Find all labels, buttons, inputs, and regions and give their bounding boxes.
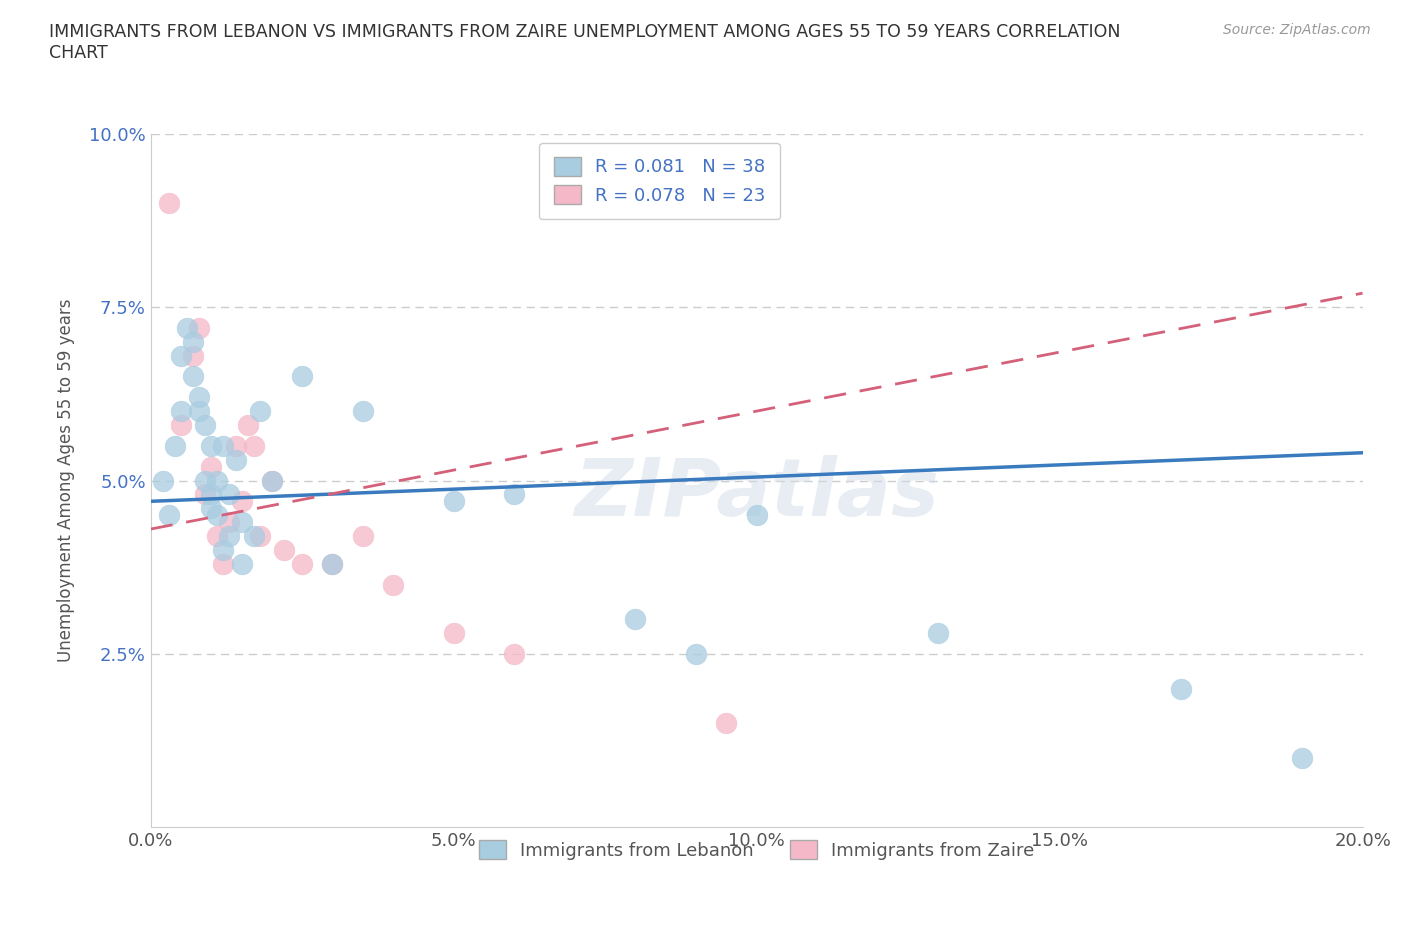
Point <box>188 390 211 405</box>
Point <box>716 716 738 731</box>
Point <box>321 556 343 571</box>
Point <box>242 528 264 543</box>
Point <box>443 494 465 509</box>
Point <box>170 404 193 418</box>
Point <box>352 528 374 543</box>
Point <box>170 418 193 432</box>
Point <box>188 404 211 418</box>
Y-axis label: Unemployment Among Ages 55 to 59 years: Unemployment Among Ages 55 to 59 years <box>58 299 75 662</box>
Legend: Immigrants from Lebanon, Immigrants from Zaire: Immigrants from Lebanon, Immigrants from… <box>471 833 1042 867</box>
Point <box>443 626 465 641</box>
Point <box>181 334 204 349</box>
Point <box>218 528 240 543</box>
Point <box>200 501 222 516</box>
Point <box>207 473 229 488</box>
Point <box>1170 681 1192 696</box>
Point <box>181 369 204 384</box>
Point <box>188 321 211 336</box>
Point <box>181 348 204 363</box>
Text: Source: ZipAtlas.com: Source: ZipAtlas.com <box>1223 23 1371 37</box>
Point <box>152 473 174 488</box>
Point <box>291 556 314 571</box>
Text: ZIPatlas: ZIPatlas <box>574 456 939 534</box>
Point <box>170 348 193 363</box>
Point <box>212 556 235 571</box>
Point <box>157 508 180 523</box>
Point <box>194 418 217 432</box>
Point <box>200 459 222 474</box>
Point <box>231 556 253 571</box>
Point <box>218 487 240 502</box>
Point <box>260 473 283 488</box>
Point <box>207 528 229 543</box>
Point <box>163 438 186 453</box>
Point <box>503 646 526 661</box>
Point <box>382 578 405 592</box>
Point <box>249 404 271 418</box>
Point <box>200 438 222 453</box>
Point <box>249 528 271 543</box>
Point <box>212 438 235 453</box>
Point <box>200 487 222 502</box>
Point <box>624 612 647 627</box>
Point <box>194 473 217 488</box>
Point <box>685 646 707 661</box>
Text: IMMIGRANTS FROM LEBANON VS IMMIGRANTS FROM ZAIRE UNEMPLOYMENT AMONG AGES 55 TO 5: IMMIGRANTS FROM LEBANON VS IMMIGRANTS FR… <box>49 23 1121 62</box>
Point <box>225 452 247 467</box>
Point <box>225 438 247 453</box>
Point <box>231 514 253 529</box>
Point <box>194 487 217 502</box>
Point <box>157 195 180 210</box>
Point <box>231 494 253 509</box>
Point <box>503 487 526 502</box>
Point <box>236 418 259 432</box>
Point <box>273 542 295 557</box>
Point <box>745 508 768 523</box>
Point <box>212 542 235 557</box>
Point <box>207 508 229 523</box>
Point <box>218 514 240 529</box>
Point <box>321 556 343 571</box>
Point <box>291 369 314 384</box>
Point <box>176 321 198 336</box>
Point <box>1291 751 1313 765</box>
Point <box>260 473 283 488</box>
Point <box>352 404 374 418</box>
Point <box>242 438 264 453</box>
Point <box>927 626 949 641</box>
